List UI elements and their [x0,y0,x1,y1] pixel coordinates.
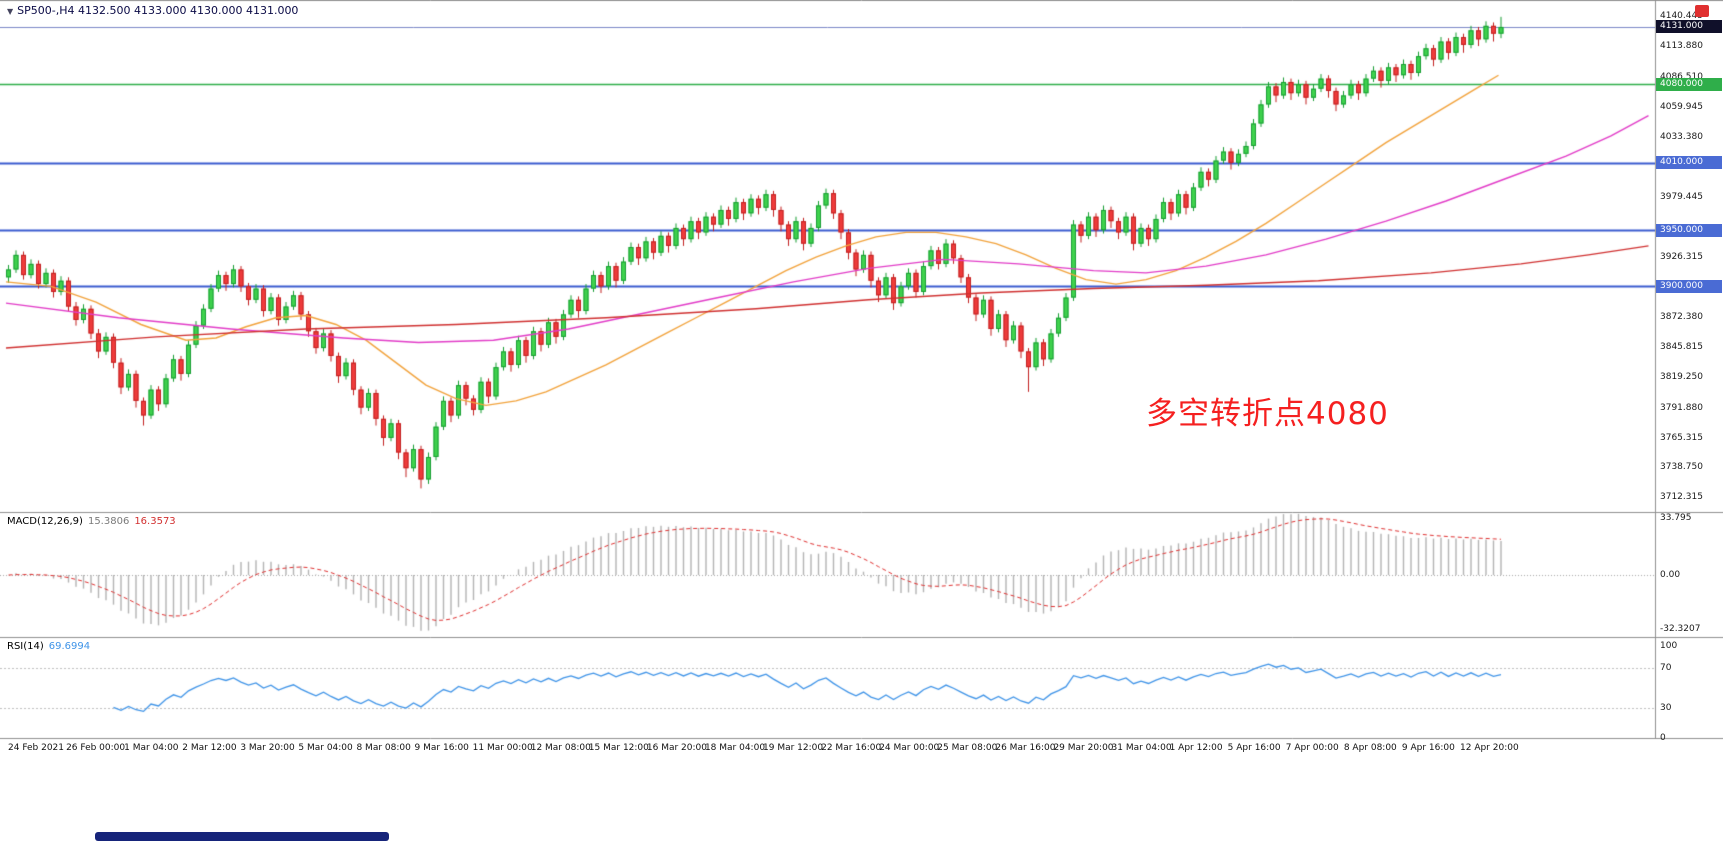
price-tick-label: 3845.815 [1660,342,1703,353]
time-axis-label: 9 Mar 16:00 [414,743,469,753]
rsi-indicator-name: RSI(14) [7,641,44,652]
symbol-header: ▼ SP500-,H4 4132.500 4133.000 4130.000 41… [7,4,298,17]
time-axis-label: 25 Mar 08:00 [937,743,998,753]
time-axis-label: 11 Mar 00:00 [472,743,533,753]
time-axis-label: 24 Feb 2021 [8,743,65,753]
chevron-down-icon[interactable]: ▼ [7,7,14,16]
price-tick-label: 4140.445 [1660,11,1703,22]
time-axis-label: 8 Mar 08:00 [356,743,411,753]
time-axis-label: 12 Mar 08:00 [530,743,591,753]
price-tick-label: 3765.315 [1660,432,1703,443]
rsi-tick-label: 30 [1660,703,1672,713]
rsi-tick-label: 70 [1660,663,1672,673]
time-axis-label: 22 Mar 16:00 [821,743,882,753]
time-axis-label: 1 Mar 04:00 [124,743,179,753]
price-level-badge: 4080.000 [1656,77,1722,91]
price-tick-label: 3738.750 [1660,462,1703,473]
rsi-tick-label: 100 [1660,641,1678,651]
horizontal-scrollbar-thumb[interactable] [95,832,389,841]
price-tick-label: 3926.315 [1660,251,1703,262]
time-axis-label: 1 Apr 12:00 [1169,743,1223,753]
symbol-ohlc-text: SP500-,H4 4132.500 4133.000 4130.000 413… [17,4,299,17]
time-axis-label: 18 Mar 04:00 [704,743,766,753]
macd-pane-label: MACD(12,26,9) 15.3806 16.3573 [7,516,176,527]
time-axis-label: 2 Mar 12:00 [182,743,237,753]
price-tick-label: 3872.380 [1660,312,1703,323]
price-tick-label: 3791.880 [1660,402,1703,413]
price-tick-label: 4033.380 [1660,131,1703,142]
price-tick-label: 3819.250 [1660,371,1703,382]
macd-main-value: 15.3806 [87,516,130,527]
time-axis-label: 7 Apr 00:00 [1285,743,1339,753]
macd-tick-label: 33.795 [1660,513,1692,524]
time-axis-label: 8 Apr 08:00 [1343,743,1397,753]
time-axis-label: 26 Mar 16:00 [995,743,1056,753]
time-axis-label: 15 Mar 12:00 [588,743,649,753]
time-axis-label: 31 Mar 04:00 [1111,743,1172,753]
rsi-pane-label: RSI(14) 69.6994 [7,641,90,652]
time-axis-label: 9 Apr 16:00 [1401,743,1455,753]
time-axis-label: 5 Mar 04:00 [298,743,353,753]
rsi-tick-label: 0 [1660,733,1666,743]
price-tick-label: 4059.945 [1660,101,1703,112]
price-level-badge: 3900.000 [1656,279,1722,293]
macd-indicator-name: MACD(12,26,9) [7,516,83,527]
macd-tick-label: -32.3207 [1660,624,1701,635]
price-level-badge: 4131.000 [1656,20,1722,34]
macd-signal-value: 16.3573 [134,516,176,527]
price-tick-label: 4086.510 [1660,72,1703,82]
time-axis-label: 5 Apr 16:00 [1227,743,1281,753]
alert-icon[interactable] [1695,5,1709,17]
price-tick-label: 3712.315 [1660,492,1703,503]
price-level-badge: 4010.000 [1656,156,1722,170]
time-axis-label: 29 Mar 20:00 [1053,743,1114,753]
price-tick-label: 4113.880 [1660,41,1703,52]
time-axis-label: 26 Feb 00:00 [66,743,126,753]
rsi-value: 69.6994 [48,641,91,652]
time-axis-label: 19 Mar 12:00 [763,743,824,753]
price-level-badge: 3950.000 [1656,223,1722,237]
time-axis-label: 16 Mar 20:00 [646,743,707,753]
chart-annotation: 多空转折点4080 [1146,396,1389,432]
time-axis-label: 12 Apr 20:00 [1460,743,1519,753]
macd-tick-label: 0.00 [1660,570,1681,580]
price-tick-label: 3979.445 [1660,192,1703,203]
time-axis-label: 24 Mar 00:00 [879,743,940,753]
time-axis-label: 3 Mar 20:00 [240,743,295,753]
